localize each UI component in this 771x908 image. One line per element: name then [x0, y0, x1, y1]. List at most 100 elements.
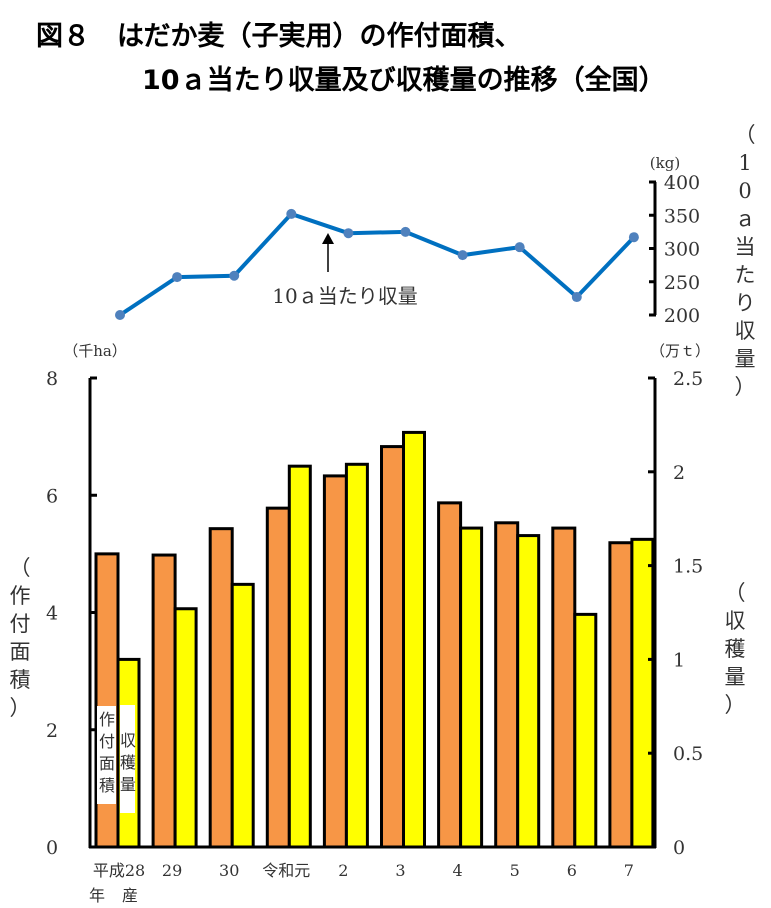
svg-text:作: 作	[99, 710, 115, 729]
bar-harvest	[516, 534, 541, 849]
x-tick-label: 5	[510, 861, 520, 880]
svg-text:積: 積	[10, 668, 31, 692]
svg-text:た: た	[735, 263, 756, 287]
bar-harvest	[173, 607, 198, 849]
bar-harvest	[402, 430, 426, 849]
line-y-axis-label: （ 1 0 ａ当たり収量 ）	[735, 123, 756, 399]
bar-area	[265, 506, 291, 849]
svg-text:積: 積	[99, 776, 115, 795]
svg-text:付: 付	[10, 612, 31, 636]
svg-text:（: （	[10, 556, 31, 580]
line-point	[229, 270, 240, 281]
bar-area	[322, 474, 348, 849]
legend-harvest-bg	[120, 705, 135, 813]
svg-text:収: 収	[120, 731, 136, 750]
x-tick-sub-label: 年	[89, 886, 105, 905]
line-point	[172, 272, 183, 283]
right-y-tick-label: 2.5	[673, 368, 703, 390]
x-tick-label: 7	[624, 861, 634, 880]
right-y-tick-label: 0.5	[673, 743, 703, 765]
svg-text:1: 1	[738, 151, 751, 175]
bar-area	[380, 445, 405, 849]
svg-text:0: 0	[738, 179, 751, 203]
left-y-tick-label: 6	[46, 485, 58, 507]
line-point	[457, 250, 468, 261]
chart-title-line2: 10ａ当たり収量及び収穫量の推移（全国）	[142, 65, 666, 96]
x-tick-label: 6	[567, 861, 577, 880]
line-y-tick-label: 250	[664, 272, 700, 294]
svg-text:（: （	[735, 123, 756, 147]
bar-area	[608, 541, 634, 849]
bar-harvest	[459, 526, 484, 849]
svg-text:穫: 穫	[725, 637, 746, 661]
svg-text:量: 量	[120, 775, 136, 794]
x-tick-label: 令和元	[262, 861, 310, 880]
right-y-unit: （万ｔ）	[650, 342, 710, 360]
bar-area	[151, 553, 177, 849]
left-y-tick-label: 0	[46, 837, 58, 859]
chart-title-line1: 図８ はだか麦（子実用）の作付面積、	[36, 21, 522, 52]
bar-area	[494, 521, 520, 849]
line-point	[286, 208, 297, 219]
svg-text:面: 面	[99, 754, 115, 773]
line-point	[571, 292, 582, 303]
right-y-tick-label: 1.5	[673, 556, 703, 578]
legend-area-bg	[97, 706, 116, 804]
left-y-tick-label: 8	[46, 368, 58, 390]
x-tick-label: 平成28	[93, 861, 145, 880]
left-y-tick-label: 4	[46, 603, 58, 625]
svg-text:収: 収	[725, 609, 746, 633]
svg-text:付: 付	[99, 732, 115, 751]
svg-text:り: り	[735, 291, 756, 315]
line-point	[343, 228, 354, 239]
svg-text:作: 作	[10, 584, 31, 608]
bar-harvest	[344, 462, 369, 849]
line-y-tick-label: 350	[664, 205, 700, 227]
left-y-axis-label: （ 作付面積 ）	[10, 556, 31, 720]
line-point	[115, 310, 125, 320]
line-point	[514, 242, 525, 253]
annotation-label: 10ａ当たり収量	[272, 284, 417, 308]
svg-text:面: 面	[10, 640, 31, 664]
svg-text:収: 収	[735, 319, 756, 343]
svg-text:ａ: ａ	[735, 207, 756, 231]
bar-area	[551, 526, 577, 849]
svg-text:（: （	[725, 581, 746, 605]
line-y-tick-label: 200	[664, 305, 700, 327]
line-point	[400, 226, 411, 237]
x-tick-sub-label: 産	[122, 886, 138, 905]
bar-area	[208, 527, 234, 849]
svg-text:当: 当	[735, 235, 756, 259]
x-tick-label: 29	[162, 861, 182, 880]
svg-text:）: ）	[725, 693, 746, 717]
bar-harvest	[230, 582, 255, 849]
right-y-tick-label: 2	[673, 462, 685, 484]
line-y-unit: (kg)	[650, 154, 680, 172]
left-y-tick-label: 2	[46, 720, 58, 742]
line-point	[628, 232, 639, 243]
bar-area	[437, 501, 463, 849]
svg-text:）: ）	[735, 375, 756, 399]
right-y-tick-label: 0	[673, 837, 685, 859]
line-y-tick-label: 300	[664, 239, 700, 261]
line-y-tick-label: 400	[664, 172, 700, 194]
x-tick-label: 2	[338, 861, 348, 880]
left-y-unit: （千ha）	[63, 342, 127, 360]
bar-harvest	[573, 612, 598, 849]
svg-text:）: ）	[10, 696, 31, 720]
bar-harvest	[287, 464, 312, 849]
svg-text:量: 量	[735, 347, 756, 371]
svg-text:量: 量	[725, 665, 746, 689]
legend-area-label: 作付面積	[99, 710, 115, 795]
svg-text:穫: 穫	[120, 753, 136, 772]
x-tick-label: 4	[453, 861, 463, 880]
x-tick-label: 30	[219, 861, 239, 880]
line-series-yield	[118, 211, 636, 317]
right-y-axis-label: （ 収穫量 ）	[725, 581, 746, 717]
annotation-arrow-head	[322, 233, 334, 244]
legend-harvest-label: 収穫量	[120, 731, 136, 794]
bar-harvest	[630, 537, 655, 849]
right-y-tick-label: 1	[673, 649, 685, 671]
